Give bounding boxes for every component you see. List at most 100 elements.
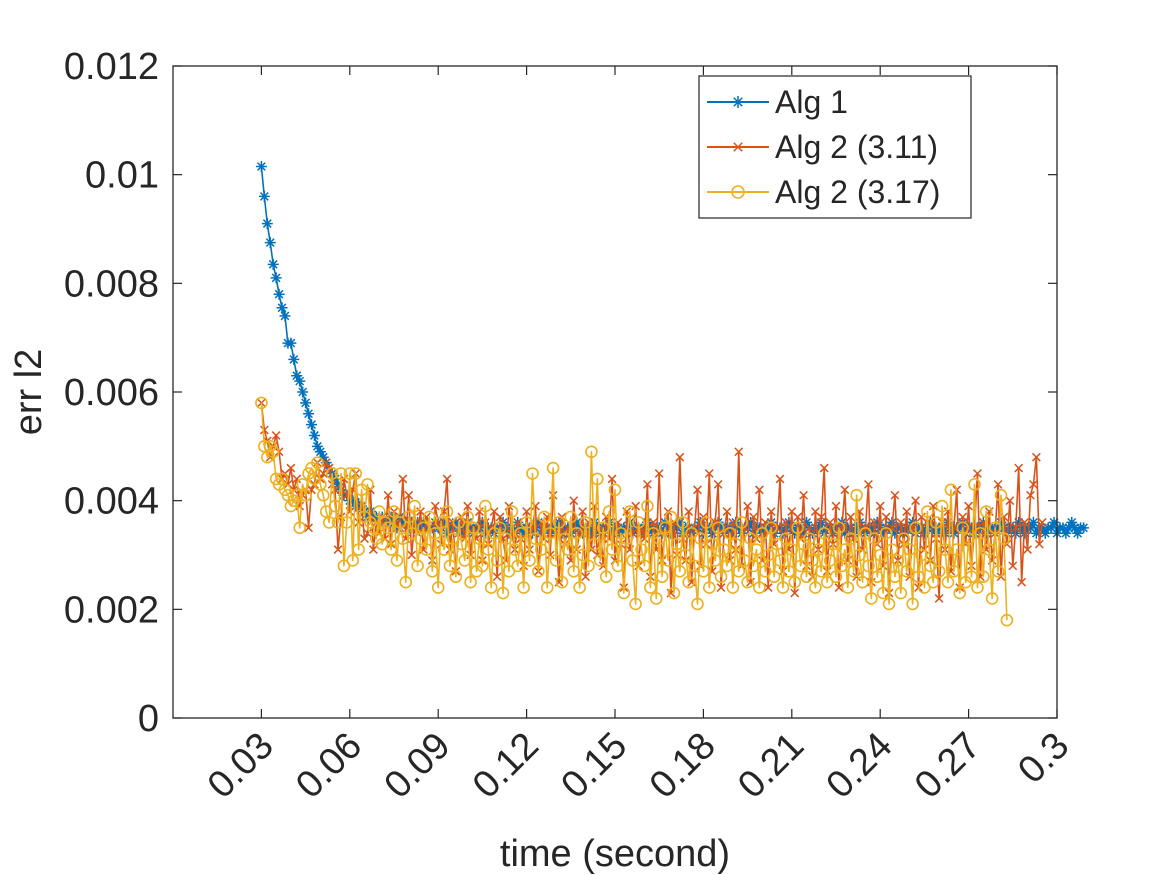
data-point	[273, 288, 285, 300]
data-point	[888, 570, 902, 584]
data-point	[783, 516, 795, 528]
data-point	[490, 554, 504, 567]
data-point	[384, 543, 398, 556]
data-point	[812, 543, 825, 556]
data-point	[299, 488, 312, 502]
data-point	[745, 516, 757, 528]
data-point	[838, 543, 852, 556]
data-point	[788, 575, 802, 589]
data-point	[702, 581, 716, 594]
data-point	[383, 490, 393, 500]
data-point	[328, 499, 342, 513]
data-point	[799, 490, 809, 500]
data-point	[423, 510, 436, 524]
data-point	[997, 532, 1011, 546]
data-point	[973, 469, 982, 478]
data-point	[473, 532, 486, 546]
data-point	[465, 522, 477, 534]
data-point	[361, 478, 374, 491]
y-axis-label: err l2	[8, 349, 50, 436]
data-point	[267, 258, 279, 270]
data-point	[623, 505, 637, 518]
data-point	[667, 586, 681, 600]
data-point	[999, 512, 1009, 522]
data-point	[552, 516, 566, 529]
data-point	[679, 548, 693, 562]
data-point	[288, 353, 300, 365]
data-point	[585, 527, 597, 539]
data-point	[426, 564, 439, 578]
data-point	[862, 559, 875, 573]
data-point	[576, 548, 589, 562]
data-point	[664, 510, 678, 524]
legend-marker-symbol	[731, 185, 745, 199]
data-point	[853, 548, 866, 562]
data-point	[631, 501, 641, 511]
data-point	[333, 545, 343, 554]
data-point	[1078, 522, 1090, 534]
data-point	[761, 548, 775, 562]
data-point	[522, 507, 532, 516]
data-point	[644, 581, 657, 594]
data-point	[407, 550, 417, 560]
data-point	[774, 522, 786, 534]
data-point	[582, 559, 595, 573]
data-point	[754, 485, 764, 495]
data-point	[716, 583, 726, 593]
data-point	[476, 516, 488, 528]
data-point	[1027, 516, 1039, 528]
data-point	[640, 534, 649, 544]
data-point	[921, 505, 934, 518]
data-point	[743, 501, 753, 511]
data-point	[517, 581, 530, 594]
data-point	[691, 597, 704, 611]
data-point	[874, 522, 886, 534]
data-point	[368, 545, 378, 554]
data-point	[682, 575, 695, 589]
data-point	[502, 564, 516, 578]
data-point	[305, 419, 317, 431]
data-point	[537, 510, 551, 524]
data-point	[850, 488, 863, 502]
y-tick-label: 0	[138, 698, 159, 740]
data-point	[548, 490, 558, 500]
data-point	[673, 564, 687, 578]
data-point	[734, 447, 744, 457]
data-point	[727, 527, 739, 539]
data-point	[912, 570, 925, 584]
data-point	[1024, 522, 1036, 534]
data-point	[688, 559, 701, 573]
data-point	[511, 559, 525, 573]
data-point	[970, 523, 979, 533]
data-point	[372, 505, 386, 518]
data-point	[438, 516, 450, 528]
data-point	[835, 559, 849, 573]
data-point	[546, 461, 560, 475]
data-point	[613, 517, 623, 527]
data-point	[642, 479, 652, 489]
data-point	[749, 512, 758, 522]
data-point	[349, 467, 362, 480]
data-point	[723, 526, 737, 540]
data-point	[820, 575, 834, 589]
data-point	[279, 310, 291, 322]
data-point	[1031, 452, 1041, 462]
data-point	[620, 532, 634, 546]
data-point	[316, 488, 330, 502]
data-point	[293, 521, 307, 535]
data-point	[700, 516, 713, 529]
data-point	[715, 522, 727, 534]
data-point	[648, 517, 658, 527]
data-point	[947, 564, 961, 578]
data-point	[819, 463, 829, 473]
data-point	[1014, 463, 1024, 473]
data-point	[1029, 479, 1038, 489]
x-axis-label: time (second)	[500, 833, 730, 875]
data-point	[814, 564, 828, 578]
data-point	[520, 516, 533, 529]
data-point	[805, 523, 814, 533]
data-point	[869, 517, 879, 527]
data-point	[929, 516, 943, 529]
data-point	[1048, 516, 1060, 528]
data-point	[308, 429, 320, 441]
